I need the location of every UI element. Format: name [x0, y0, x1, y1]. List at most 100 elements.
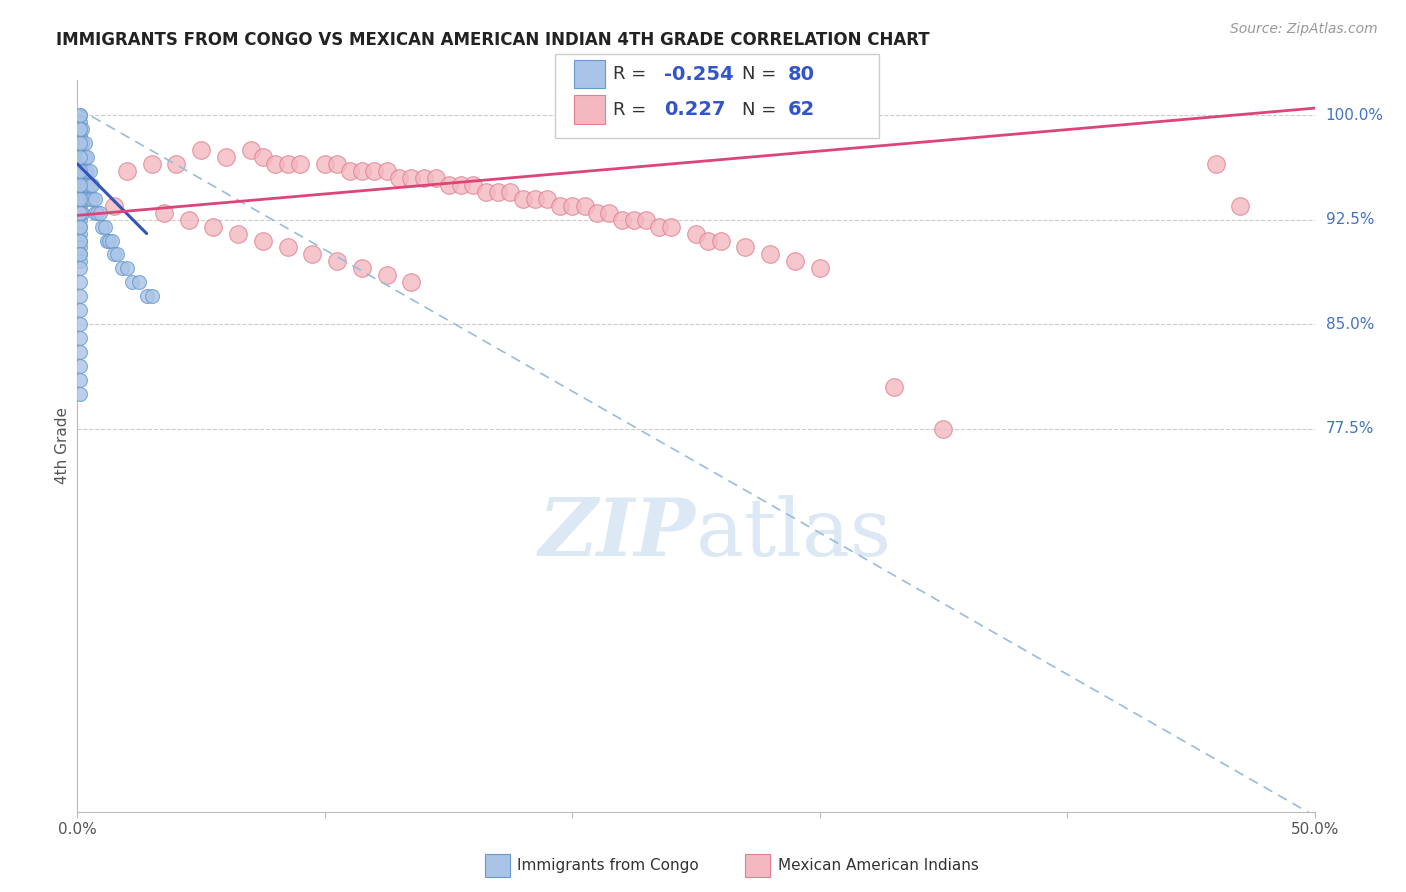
Point: [375, 164, 398, 178]
Point: [69, 122, 91, 136]
Point: [69, 164, 91, 178]
Point: [121, 275, 143, 289]
Text: 100.0%: 100.0%: [1326, 108, 1384, 122]
Point: [277, 157, 299, 171]
Point: [659, 219, 682, 234]
Point: [288, 157, 311, 171]
Point: [115, 164, 138, 178]
Point: [69, 254, 91, 268]
Point: [623, 212, 645, 227]
Point: [69, 178, 91, 192]
Point: [69, 178, 91, 192]
Point: [69, 212, 91, 227]
Point: [69, 386, 91, 401]
Point: [73, 192, 96, 206]
Point: [69, 234, 91, 248]
Point: [177, 212, 200, 227]
Text: 80: 80: [787, 64, 814, 84]
Point: [350, 164, 373, 178]
Point: [141, 157, 163, 171]
Point: [759, 247, 782, 261]
Point: [69, 219, 91, 234]
Point: [72, 192, 94, 206]
Text: N =: N =: [742, 65, 782, 83]
Point: [73, 178, 96, 192]
Point: [1229, 199, 1251, 213]
Point: [93, 219, 115, 234]
Point: [610, 212, 633, 227]
Point: [252, 150, 274, 164]
Point: [69, 122, 91, 136]
Text: IMMIGRANTS FROM CONGO VS MEXICAN AMERICAN INDIAN 4TH GRADE CORRELATION CHART: IMMIGRANTS FROM CONGO VS MEXICAN AMERICA…: [56, 31, 929, 49]
Point: [135, 289, 157, 303]
Point: [73, 136, 96, 150]
Point: [69, 345, 91, 359]
Text: 0.227: 0.227: [664, 100, 725, 120]
Point: [734, 240, 756, 254]
Point: [883, 380, 905, 394]
Point: [105, 247, 128, 261]
Point: [141, 289, 163, 303]
Point: [277, 240, 299, 254]
Point: [561, 199, 583, 213]
Point: [437, 178, 460, 192]
Point: [264, 157, 287, 171]
Point: [89, 205, 111, 219]
Point: [69, 150, 91, 164]
Point: [401, 170, 423, 185]
Point: [128, 275, 150, 289]
Point: [226, 227, 249, 241]
Point: [783, 254, 806, 268]
Point: [685, 227, 707, 241]
Point: [512, 192, 534, 206]
Point: [69, 115, 91, 129]
Text: R =: R =: [613, 65, 652, 83]
Point: [69, 205, 91, 219]
Point: [153, 205, 176, 219]
Point: [536, 192, 558, 206]
Point: [103, 247, 125, 261]
Point: [450, 178, 472, 192]
Point: [72, 205, 94, 219]
Point: [69, 240, 91, 254]
Y-axis label: 4th Grade: 4th Grade: [55, 408, 70, 484]
Point: [72, 178, 94, 192]
Point: [363, 164, 385, 178]
Point: [69, 108, 91, 122]
Point: [598, 205, 620, 219]
Point: [79, 178, 101, 192]
Point: [69, 219, 91, 234]
Point: [83, 205, 105, 219]
Point: [301, 247, 323, 261]
Point: [69, 157, 91, 171]
Point: [69, 261, 91, 276]
Point: [574, 199, 596, 213]
Point: [91, 219, 114, 234]
Point: [79, 192, 101, 206]
Point: [72, 136, 94, 150]
Point: [425, 170, 447, 185]
Point: [72, 122, 94, 136]
Point: [69, 192, 91, 206]
Text: Source: ZipAtlas.com: Source: ZipAtlas.com: [1230, 22, 1378, 37]
Point: [463, 178, 485, 192]
Point: [69, 234, 91, 248]
Point: [69, 227, 91, 241]
Point: [69, 164, 91, 178]
Point: [76, 150, 98, 164]
Point: [82, 178, 104, 192]
Point: [375, 268, 398, 283]
Text: 62: 62: [787, 100, 814, 120]
Point: [69, 247, 91, 261]
Point: [69, 205, 91, 219]
Text: Immigrants from Congo: Immigrants from Congo: [517, 858, 699, 872]
Point: [86, 205, 108, 219]
Point: [73, 164, 96, 178]
Point: [69, 150, 91, 164]
Point: [72, 164, 94, 178]
Point: [474, 185, 496, 199]
Text: R =: R =: [613, 101, 658, 119]
Point: [69, 303, 91, 318]
Point: [412, 170, 434, 185]
Point: [165, 157, 187, 171]
